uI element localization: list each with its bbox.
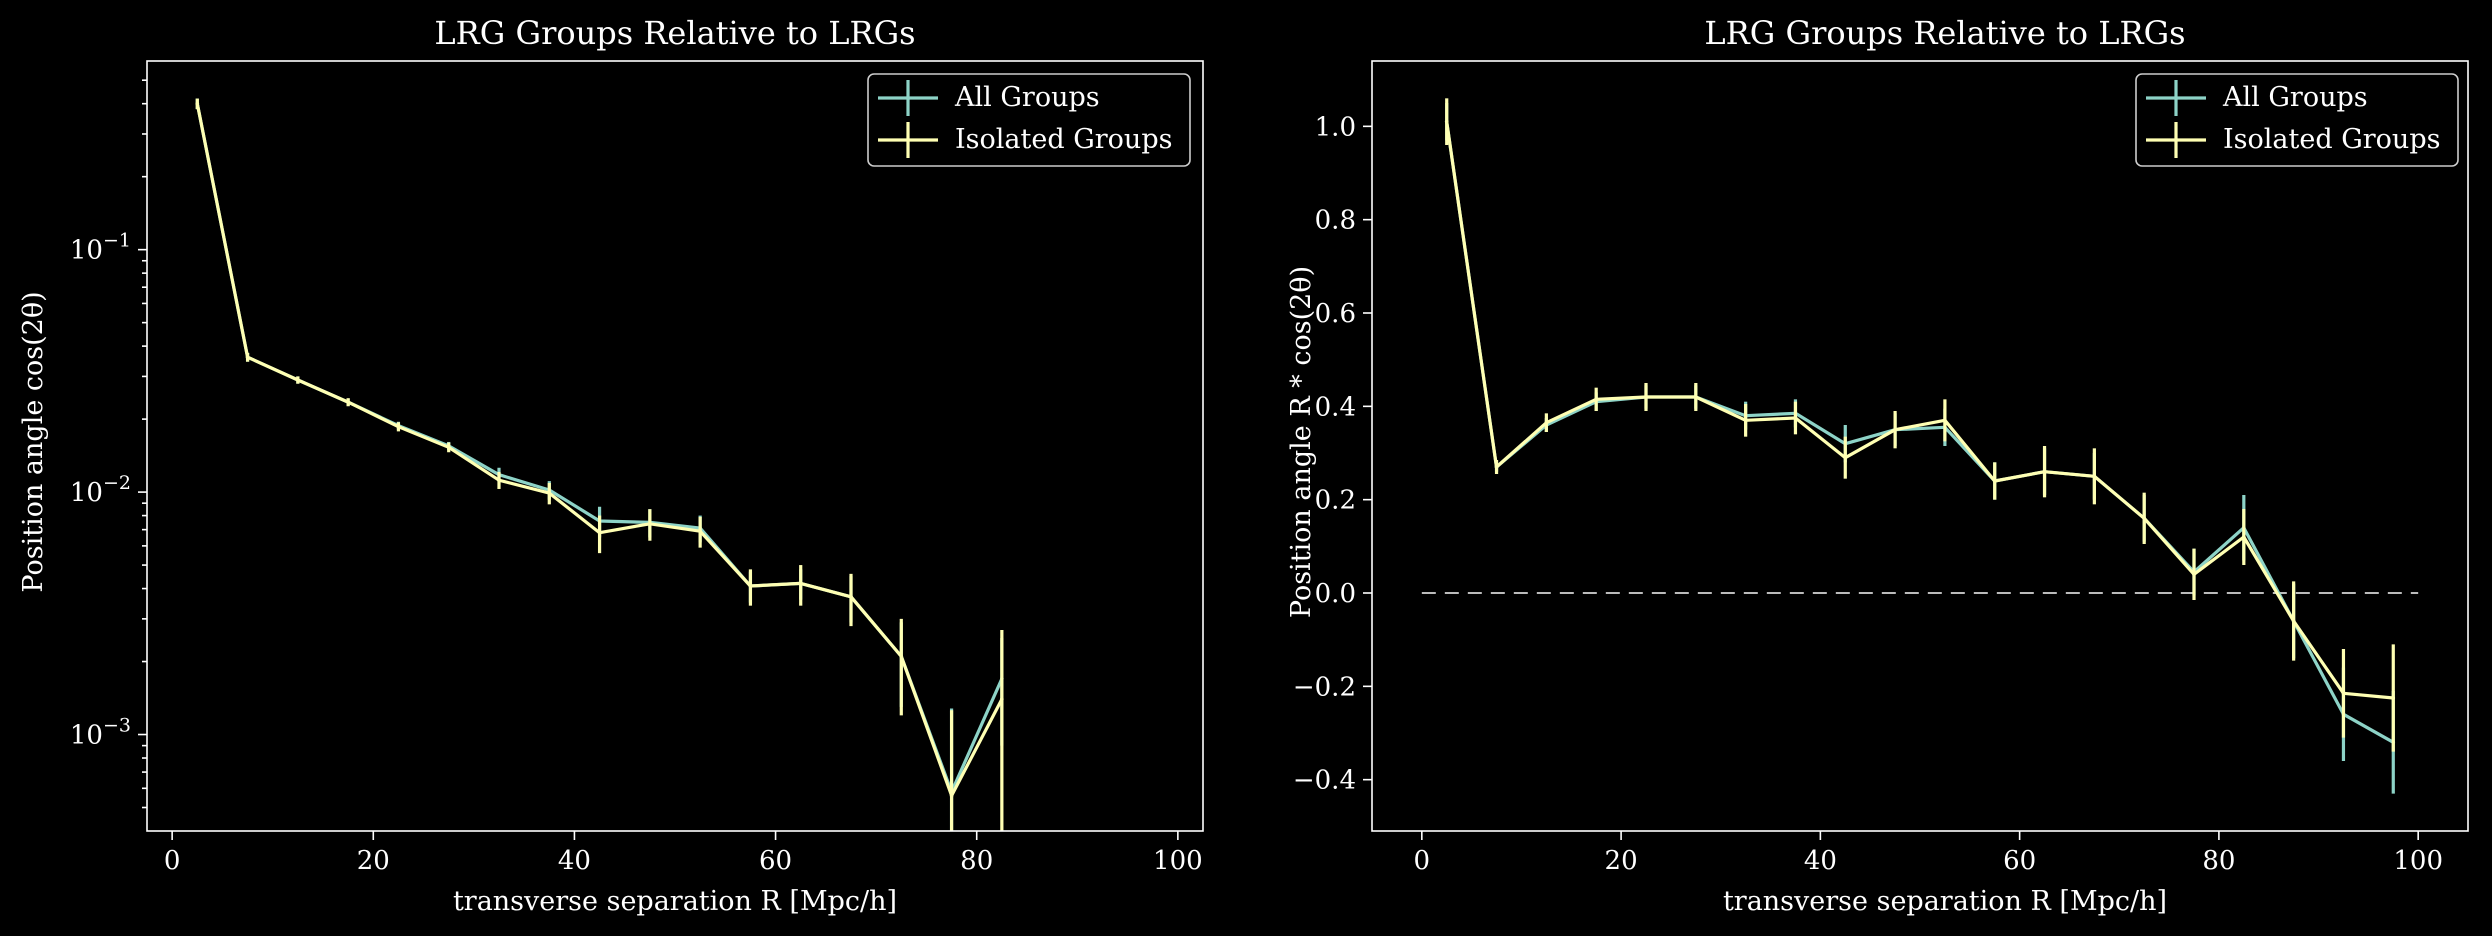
data-point bbox=[2391, 696, 2396, 700]
x-tick-label: 80 bbox=[2202, 846, 2235, 876]
x-tick-label: 60 bbox=[2003, 846, 2036, 876]
legend-box bbox=[867, 73, 1191, 167]
data-point bbox=[648, 521, 652, 526]
x-tick-label: 60 bbox=[759, 846, 792, 876]
legend-markers bbox=[2146, 80, 2206, 158]
data-point bbox=[1743, 418, 1748, 423]
x-tick-label: 20 bbox=[1605, 846, 1638, 876]
data-point bbox=[1992, 479, 1997, 483]
y-tick-label: 0.2 bbox=[1315, 486, 1356, 516]
data-point bbox=[1494, 465, 1499, 469]
data-point bbox=[195, 101, 200, 106]
data-point bbox=[1943, 418, 1947, 423]
panel-right: LRG Groups Relative to LRGs transverse s… bbox=[1286, 14, 2469, 917]
y-tick-label: 1.0 bbox=[1315, 112, 1356, 142]
data-point bbox=[1544, 420, 1549, 425]
legend-label-isolated-groups: Isolated Groups bbox=[955, 124, 1172, 155]
data-point bbox=[1793, 416, 1798, 420]
series-line bbox=[1445, 121, 2395, 744]
data-point bbox=[597, 530, 602, 535]
data-point bbox=[2341, 691, 2346, 696]
chart-title: LRG Groups Relative to LRGs bbox=[434, 14, 915, 52]
x-tick-label: 0 bbox=[1414, 846, 1431, 876]
data-point bbox=[698, 529, 702, 533]
panel-left: LRG Groups Relative to LRGs transverse s… bbox=[18, 14, 1204, 917]
data-point bbox=[1594, 397, 1598, 402]
legend-markers bbox=[878, 80, 938, 158]
data-point bbox=[1843, 455, 1848, 460]
axis-ticks: 0 20 40 60 80 100 10−3 10−2 10−1 bbox=[70, 79, 1203, 876]
x-tick-label: 80 bbox=[960, 846, 993, 876]
legend-label-all-groups: All Groups bbox=[954, 82, 1100, 113]
data-point bbox=[1893, 427, 1897, 432]
y-tick-label: −0.4 bbox=[1293, 766, 1356, 796]
data-point bbox=[2192, 572, 2196, 577]
data-point bbox=[1000, 697, 1004, 701]
series-layer bbox=[1444, 98, 2396, 794]
data-point bbox=[2242, 535, 2246, 539]
legend-label-all-groups: All Groups bbox=[2222, 82, 2368, 113]
data-point bbox=[396, 424, 401, 429]
data-point bbox=[2291, 619, 2296, 623]
y-tick-label: 0.6 bbox=[1315, 299, 1356, 329]
y-tick-label: 0.8 bbox=[1315, 206, 1356, 236]
x-tick-label: 20 bbox=[357, 846, 390, 876]
x-axis-label: transverse separation R [Mpc/h] bbox=[1723, 886, 2167, 917]
data-point bbox=[296, 378, 300, 382]
y-axis-label: Position angle R * cos(2θ) bbox=[1286, 266, 1317, 618]
legend: All Groups Isolated Groups bbox=[2135, 73, 2459, 167]
data-point bbox=[849, 594, 853, 599]
data-point bbox=[1644, 395, 1648, 399]
data-point bbox=[899, 654, 904, 659]
data-point bbox=[547, 491, 552, 495]
data-point bbox=[1444, 119, 1449, 124]
series-layer bbox=[195, 98, 1004, 831]
y-tick-label: 10−2 bbox=[70, 472, 131, 508]
legend-label-isolated-groups: Isolated Groups bbox=[2223, 124, 2440, 155]
x-tick-label: 100 bbox=[2393, 846, 2443, 876]
data-point bbox=[798, 581, 803, 586]
legend: All Groups Isolated Groups bbox=[867, 73, 1191, 167]
y-tick-label: 0.4 bbox=[1315, 392, 1356, 422]
x-axis-label: transverse separation R [Mpc/h] bbox=[453, 886, 897, 917]
data-point bbox=[2092, 474, 2097, 479]
x-tick-label: 100 bbox=[1153, 846, 1203, 876]
data-point bbox=[346, 400, 350, 404]
series-isolated-groups bbox=[1444, 98, 2396, 752]
data-point bbox=[949, 793, 954, 798]
data-point bbox=[1694, 395, 1698, 399]
x-tick-label: 0 bbox=[164, 846, 181, 876]
data-point bbox=[748, 584, 753, 588]
data-point bbox=[497, 478, 501, 482]
legend-box bbox=[2135, 73, 2459, 167]
x-tick-label: 40 bbox=[558, 846, 591, 876]
data-point bbox=[2142, 516, 2146, 521]
series-isolated-groups bbox=[195, 98, 1004, 831]
data-point bbox=[2042, 469, 2047, 474]
axis-ticks: 0 20 40 60 80 100 −0.4 −0.2 0.0 0.2 0.4 0.6 0.8 1.0 bbox=[1293, 112, 2443, 876]
series-line bbox=[1445, 121, 2394, 700]
plot-frame bbox=[1371, 60, 2469, 832]
y-tick-label: 10−3 bbox=[70, 715, 131, 751]
data-point bbox=[446, 445, 451, 450]
plot-frame bbox=[146, 60, 1204, 832]
chart-title: LRG Groups Relative to LRGs bbox=[1704, 14, 2185, 52]
y-tick-label: 0.0 bbox=[1315, 579, 1356, 609]
x-tick-label: 40 bbox=[1804, 846, 1837, 876]
data-point bbox=[245, 355, 250, 360]
y-tick-label: 10−1 bbox=[70, 230, 131, 266]
y-axis-label: Position angle cos(2θ) bbox=[18, 291, 49, 592]
y-tick-label: −0.2 bbox=[1293, 672, 1356, 702]
